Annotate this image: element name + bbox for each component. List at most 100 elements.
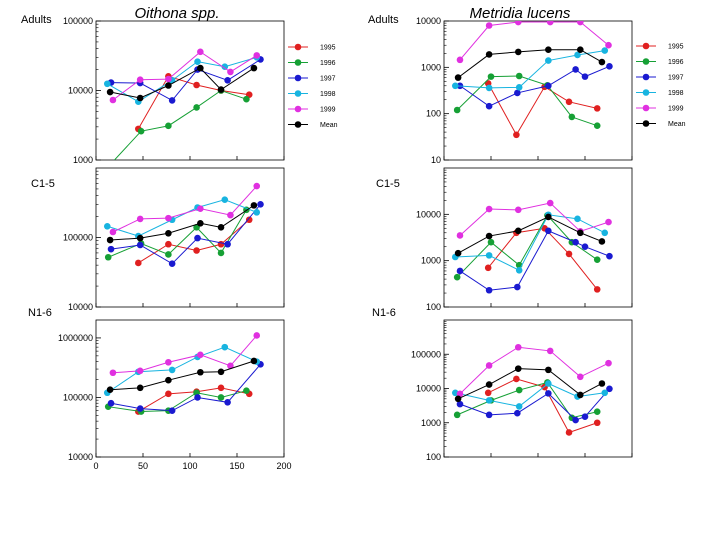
data-point [165,358,172,366]
series-1995 [484,80,601,139]
data-point [453,273,461,281]
data-point [513,131,520,139]
panel-1: Adults 10 100 1000 10000 [368,14,633,165]
data-point [221,343,229,351]
y-tick-label: 100000 [63,392,93,402]
stage-label: C1-5 [31,178,55,190]
series-Mean [106,64,258,102]
data-point [546,347,554,355]
legend-label: 1999 [668,106,684,113]
data-point [165,214,172,222]
x-tick-label: 100 [182,461,197,471]
data-point [572,238,579,246]
data-point [605,218,612,226]
data-point [135,259,142,267]
data-point [572,66,579,73]
data-point [514,48,522,56]
legend-label: 1997 [668,75,684,82]
series-line [110,204,261,265]
data-point [484,389,492,397]
data-point [485,381,493,388]
legend-label: Mean [668,121,686,128]
data-point [136,384,144,392]
data-point [546,21,554,26]
stage-label: Adults [21,14,52,26]
data-point [485,51,493,58]
series-line [487,227,598,290]
data-point [485,102,493,110]
legend-swatch-marker [294,90,302,97]
data-point [165,122,172,130]
legend-label: 1999 [320,107,336,114]
data-point [107,399,115,407]
legend-swatch-marker [294,121,302,128]
series-1996 [453,212,601,281]
data-point [577,46,584,54]
data-point [515,403,523,410]
y-tick-label: 100000 [63,233,93,243]
data-point [515,72,523,80]
data-point [227,68,234,76]
data-point [136,234,144,242]
legend-swatch-marker [294,105,302,113]
series-1996 [453,72,601,129]
data-point [456,267,464,275]
data-point [485,411,493,419]
plot-frame [443,319,633,458]
data-point [451,82,459,90]
data-point [593,419,601,427]
data-point [593,105,601,112]
series-Mean [454,213,606,257]
data-point [136,94,144,102]
plot-frame [95,20,285,161]
series-1999 [456,343,612,398]
data-point [485,22,493,29]
y-tick-label: 100000 [63,16,93,26]
legend-0: 1995 1996 1997 1998 1999 Mean [288,43,338,129]
series-line [110,67,255,99]
data-point [136,76,144,84]
data-point [454,395,462,403]
y-tick-label: 100 [426,452,441,462]
series-1999 [109,332,261,377]
data-point [487,238,495,246]
data-point [109,369,117,377]
y-tick-label: 1000000 [58,333,93,343]
series-Mean [454,46,606,81]
data-point [598,58,606,66]
series-line [456,214,598,278]
data-point [109,228,117,236]
data-point [106,236,114,244]
legend-swatch-marker [642,104,650,112]
data-point [165,390,172,398]
data-point [194,58,201,65]
legend-label: Mean [320,122,338,129]
data-point [106,88,114,96]
data-point [545,390,552,397]
data-point [565,250,573,258]
series-Mean [106,357,258,394]
data-point [454,249,462,257]
legend-label: 1998 [668,90,684,97]
data-point [456,400,464,408]
data-point [456,56,464,64]
data-point [221,196,229,203]
series-1999 [109,182,261,236]
data-point [165,229,172,237]
data-point [165,82,172,89]
data-point [136,241,144,249]
data-point [598,380,606,387]
data-point [545,57,552,64]
data-point [168,366,176,374]
series-1995 [484,375,601,436]
data-point [606,385,613,393]
data-point [487,73,495,80]
x-tick-label: 0 [93,461,98,471]
y-tick-label: 100 [426,302,441,312]
data-point [453,411,461,419]
title-metridia: Metridia lucens [470,5,571,22]
data-point [221,63,229,71]
data-point [217,86,225,93]
y-tick-label: 10000 [68,86,93,96]
